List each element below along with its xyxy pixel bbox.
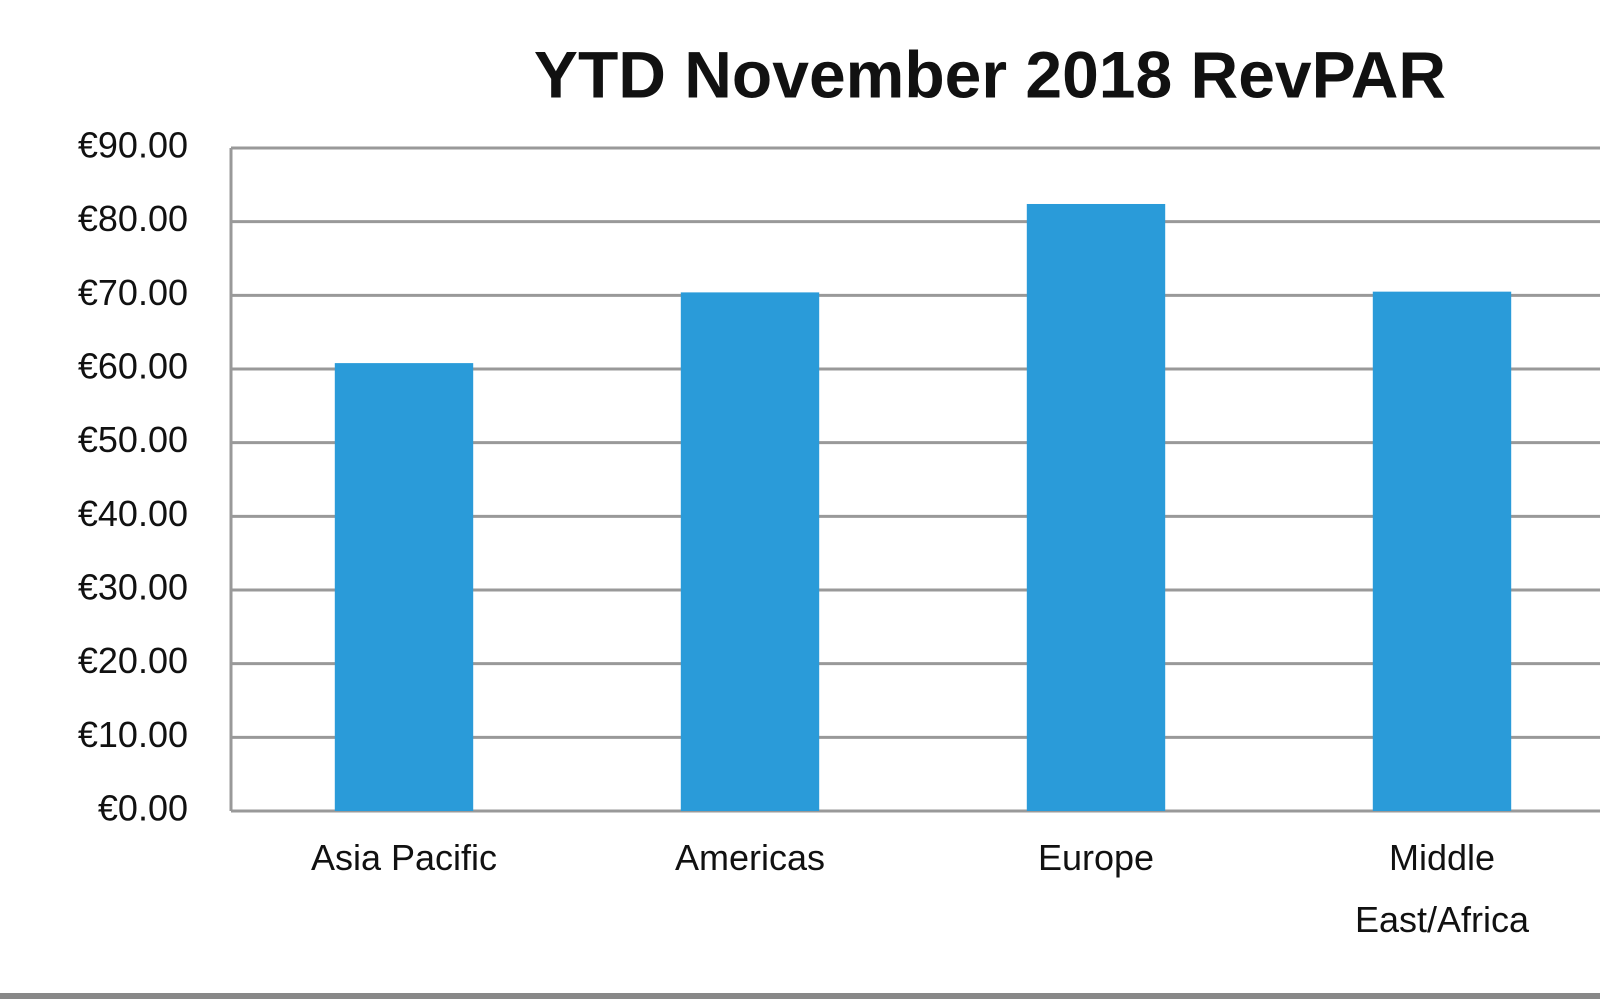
y-tick-label: €20.00 <box>78 640 188 681</box>
x-tick-label: Middle East/Africa <box>1354 837 1530 940</box>
y-tick-label: €60.00 <box>78 346 188 387</box>
y-tick-label: €90.00 <box>78 125 188 166</box>
y-tick-label: €30.00 <box>78 567 188 608</box>
y-tick-label: €70.00 <box>78 272 188 313</box>
x-tick-label: Asia Pacific <box>310 837 498 878</box>
y-tick-label: €0.00 <box>98 788 188 829</box>
bar <box>1026 203 1166 811</box>
y-tick-label: €50.00 <box>78 419 188 460</box>
bar <box>680 292 820 811</box>
x-tick-label: Europe <box>1037 837 1155 878</box>
y-tick-label: €40.00 <box>78 493 188 534</box>
chart-title: YTD November 2018 RevPAR <box>534 37 1446 111</box>
x-tick-label: Americas <box>674 837 826 878</box>
y-tick-label: €10.00 <box>78 714 188 755</box>
bar <box>334 363 474 811</box>
bar <box>1372 291 1512 811</box>
y-tick-label: €80.00 <box>78 198 188 239</box>
